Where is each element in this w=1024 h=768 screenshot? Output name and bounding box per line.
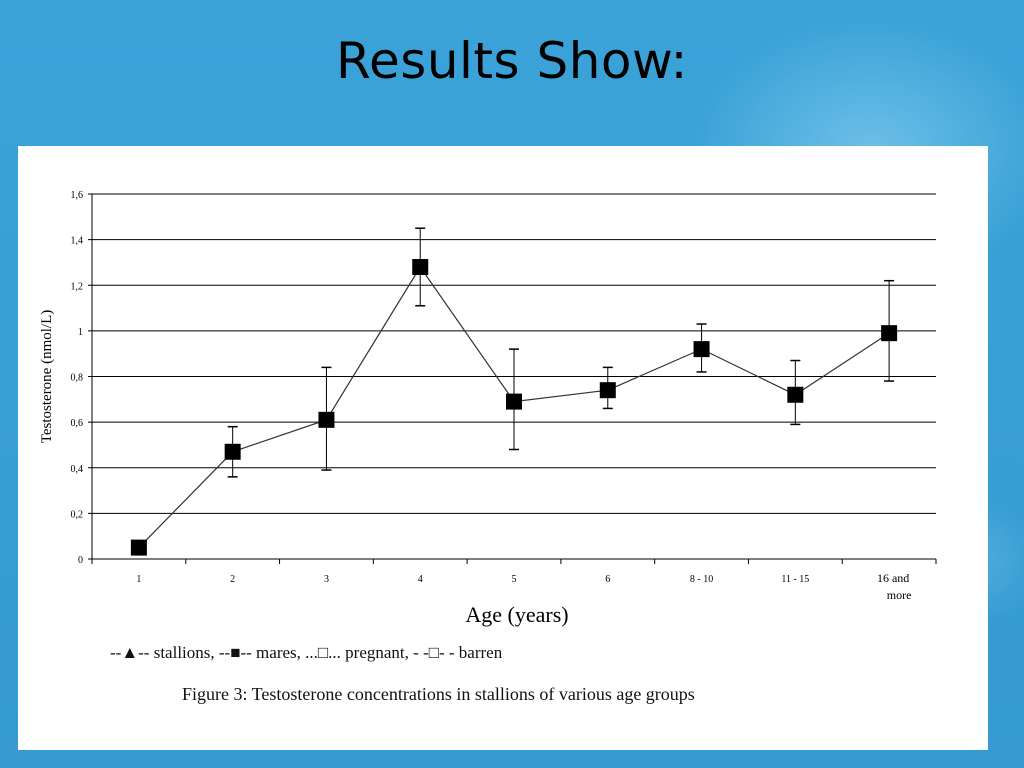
y-tick-label: 0,4 [71, 464, 84, 475]
data-point-marker [224, 443, 241, 460]
x-axis-title: Age (years) [465, 602, 568, 627]
x-tick-label: 8 - 10 [690, 574, 713, 585]
data-point-marker [881, 325, 898, 342]
x-tick-label: 3 [324, 574, 329, 585]
slide-title: Results Show: [336, 32, 688, 90]
y-tick-label: 0,6 [71, 418, 84, 429]
data-point-marker [412, 259, 429, 275]
series-mares [130, 227, 898, 556]
y-tick-label: 1,2 [71, 281, 84, 292]
data-point-marker [599, 382, 616, 399]
y-tick-label: 1,4 [71, 236, 84, 247]
y-tick-label: 1,6 [71, 190, 84, 201]
y-axis-title: Testosterone (nmol/L) [39, 310, 55, 444]
x-tick-label-line2: more [887, 588, 912, 602]
chart: 0 0,2 0,4 0,6 0,8 1 1,2 1,4 1,6 1 2 3 4 5 6 8 - 10 11 - … [39, 190, 937, 627]
data-point-marker [130, 539, 147, 556]
x-tick-label: 2 [230, 574, 235, 585]
x-tick-label: 6 [605, 574, 610, 585]
x-tick-label: 16 and [877, 571, 909, 585]
figure-panel: 0 0,2 0,4 0,6 0,8 1 1,2 1,4 1,6 1 2 3 4 5 6 8 - 10 11 - … [18, 146, 988, 750]
x-tick-label: 11 - 15 [781, 574, 809, 585]
data-point-marker [318, 411, 335, 428]
y-tick-label: 0,2 [71, 509, 84, 520]
figure-caption: Figure 3: Testosterone concentrations in… [182, 684, 695, 704]
y-tick-label: 1 [78, 327, 83, 338]
x-tick-label: 5 [512, 574, 517, 585]
data-point-marker [787, 386, 804, 403]
chart-legend: --▲-- stallions, --■-- mares, ...□... pr… [110, 643, 503, 662]
data-point-marker [693, 341, 710, 358]
x-tick-label: 4 [418, 574, 423, 585]
y-tick-label: 0 [78, 555, 83, 566]
y-tick-label: 0,8 [71, 373, 84, 384]
data-point-marker [506, 393, 522, 410]
x-tick-label: 1 [136, 574, 141, 585]
